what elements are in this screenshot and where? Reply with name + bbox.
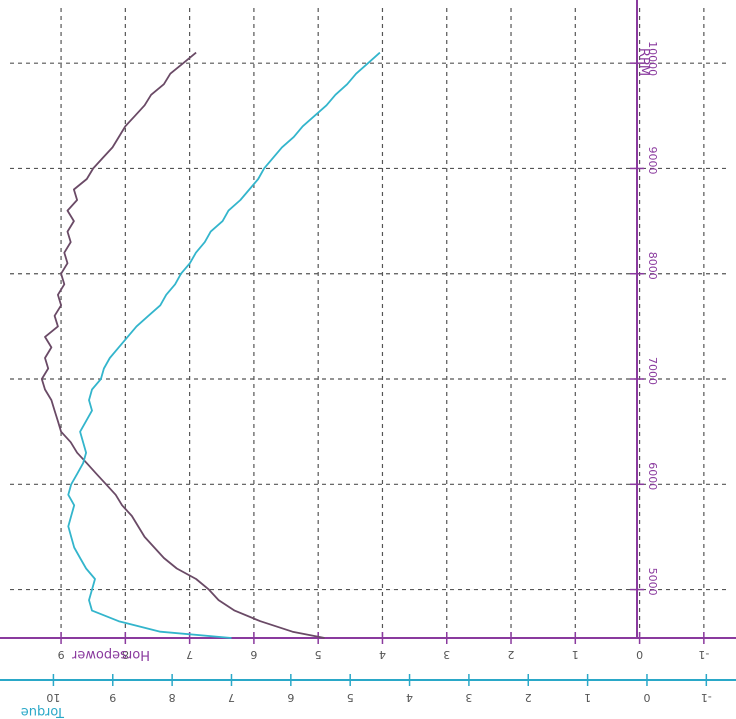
torque-tick-label: 3 xyxy=(465,691,472,704)
hp-tick-label: 9 xyxy=(58,648,65,661)
rpm-axis-title: RPM xyxy=(636,48,651,76)
torque-tick-label: 10 xyxy=(46,691,60,704)
hp-tick-label: 0 xyxy=(636,648,643,661)
rpm-tick-label: 8000 xyxy=(646,252,659,280)
torque-tick-label: 4 xyxy=(406,691,413,704)
torque-tick-label: 0 xyxy=(643,691,650,704)
torque-tick-label: 2 xyxy=(525,691,532,704)
hp-tick-label: 6 xyxy=(250,648,257,661)
hp-tick-label: -1 xyxy=(698,648,709,661)
hp-tick-label: 5 xyxy=(315,648,322,661)
axes xyxy=(0,0,736,681)
rpm-tick-label: 9000 xyxy=(646,146,659,174)
hp-tick-label: 7 xyxy=(186,648,193,661)
hp-tick-label: 2 xyxy=(508,648,515,661)
torque-tick-label: 1 xyxy=(584,691,591,704)
rpm-tick-label: 10000 xyxy=(646,41,659,76)
rpm-tick-label: 6000 xyxy=(646,462,659,490)
torque-tick-label: -1 xyxy=(701,691,712,704)
hp-tick-label: 3 xyxy=(443,648,450,661)
torque-series-line xyxy=(67,51,381,639)
hp-tick-label: 1 xyxy=(572,648,579,661)
torque-tick-label: 5 xyxy=(347,691,354,704)
torque-tick-label: 8 xyxy=(169,691,176,704)
torque-axis-title: Torque xyxy=(21,704,65,719)
rpm-tick-label: 7000 xyxy=(646,357,659,385)
torque-tick-labels: 10 9 8 7 6 5 4 3 2 1 0 -1 xyxy=(46,674,712,704)
torque-tick-label: 9 xyxy=(109,691,116,704)
torque-tick-label: 7 xyxy=(228,691,235,704)
horsepower-series-line xyxy=(40,51,325,639)
rpm-tick-label: 5000 xyxy=(646,568,659,596)
horsepower-tick-labels: 9 8 7 6 5 4 3 2 1 0 -1 xyxy=(58,632,709,661)
horsepower-axis-title: Horsepower xyxy=(71,647,150,662)
hp-tick-label: 8 xyxy=(122,648,129,661)
hp-tick-label: 4 xyxy=(379,648,386,661)
series-lines xyxy=(40,51,381,639)
rpm-tick-labels: 5000 6000 7000 8000 9000 10000 xyxy=(630,41,659,596)
grid-lines xyxy=(10,8,728,638)
torque-tick-label: 6 xyxy=(287,691,294,704)
